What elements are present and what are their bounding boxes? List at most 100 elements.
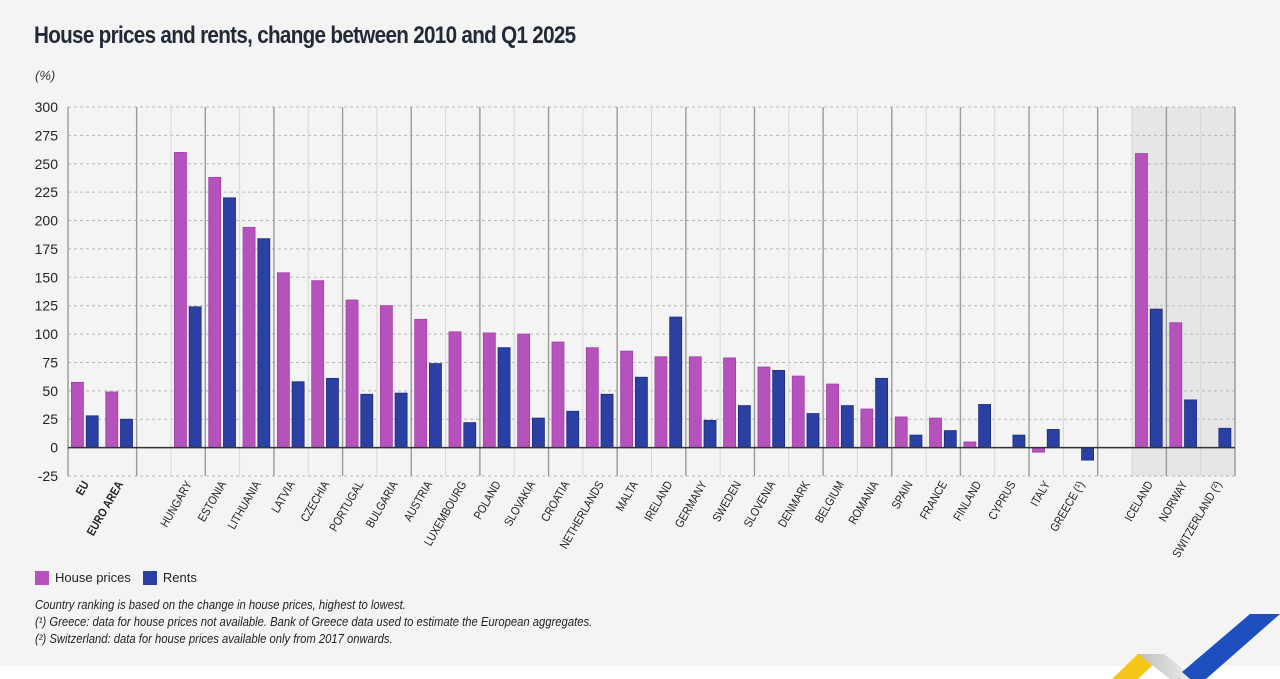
bar-rents [394,392,408,449]
x-tick-label: MALTA [614,479,642,514]
y-tick-label: 200 [35,213,59,229]
x-tick-label: PORTUGAL [328,479,367,534]
x-tick-label: LITHUANIA [226,479,264,532]
bar-rents [497,347,511,449]
shaded-region-layer [1132,107,1235,476]
bar-house-prices [860,408,874,449]
bar-house-prices [1135,153,1148,449]
footnote-ranking: Country ranking is based on the change i… [35,598,406,612]
bar-house-prices [551,341,565,449]
bar-rents [360,393,374,449]
x-tick-label: GREECE (¹) [1048,479,1087,534]
bar-house-prices [105,391,119,449]
x-tick-label: FRANCE [918,479,950,522]
x-tick-label: AUSTRIA [402,479,436,524]
y-tick-label: 25 [42,411,58,427]
bar-house-prices [517,333,531,449]
bar-rents [772,370,786,449]
x-tick-label: HUNGARY [158,479,195,530]
x-tick-label: ICELAND [1123,479,1156,524]
x-tick-label: SPAIN [890,479,916,511]
bar-rents [1218,427,1232,449]
x-tick-label: POLAND [472,479,504,522]
x-tick-label: FINLAND [951,479,984,523]
bar-house-prices [826,383,839,449]
bar-house-prices [963,441,977,449]
bar-rents [1184,399,1197,449]
bar-rents [1081,447,1094,461]
x-tick-label: BELGIUM [813,479,847,525]
x-tick-label: SLOVAKIA [502,479,538,529]
bar-rents [463,422,477,449]
bar-house-prices [379,305,393,449]
bar-house-prices [688,356,702,449]
y-axis-unit-label: (%) [35,68,56,83]
x-tick-label: GERMANY [673,479,710,531]
x-tick-label: SLOVENIA [742,479,779,530]
y-tick-label: -25 [38,468,58,484]
y-tick-label: 50 [42,383,58,399]
bar-house-prices [723,357,736,449]
bar-house-prices [757,366,771,449]
bar-house-prices [414,318,428,449]
y-tick-label: 100 [35,326,59,342]
legend-swatch-rents [142,570,157,585]
x-tick-label: BULGARIA [364,479,401,531]
x-tick-label: EU [74,479,92,498]
bar-rents [703,419,717,449]
x-tick-label: LATVIA [270,479,299,516]
bar-rents [429,363,442,449]
x-tick-label: CZECHIA [299,479,333,525]
bar-rents [85,415,99,449]
legend-swatch-house-prices [35,570,49,585]
bar-house-prices [791,375,805,449]
y-tick-label: 75 [42,354,58,370]
footnote-greece: (¹) Greece: data for house prices not av… [35,615,593,629]
bar-rents [223,197,236,449]
bar-rents [257,238,271,449]
bar-rents [978,404,992,449]
bar-rents [566,410,580,449]
bar-rents [1149,308,1163,449]
bar-house-prices [345,299,359,449]
y-tick-label: 125 [35,298,59,314]
x-tick-label: ROMANIA [847,479,882,527]
bar-rents [531,417,545,449]
x-tick-label: SWEDEN [711,479,745,524]
x-tick-label: CYPRUS [986,479,1018,522]
bar-house-prices [71,381,84,449]
bar-rents [1012,434,1026,449]
x-tick-label: ESTONIA [196,479,230,525]
bar-house-prices [929,417,942,449]
bar-rents [806,413,820,449]
bar-rents [120,418,133,449]
legend-item-rents: Rents [142,570,197,585]
bar-rents [188,306,202,449]
brand-logo-icon [1112,614,1280,679]
bar-house-prices [448,331,462,449]
y-tick-label: 150 [35,269,59,285]
bar-house-prices [585,347,599,449]
x-tick-label: IRELAND [642,479,675,524]
bar-rents [875,377,889,449]
bar-rents [1046,429,1060,449]
chart-title: House prices and rents, change between 2… [34,22,576,49]
bar-house-prices [620,350,634,449]
footnotes: Country ranking is based on the change i… [35,597,592,648]
bar-house-prices [208,176,222,449]
bar-rents [909,434,923,449]
bar-rents [737,405,751,449]
x-tick-label: CROATIA [539,479,573,524]
bottom-strip [0,666,1280,679]
y-tick-label: 175 [35,241,59,257]
category-separators-layer [67,107,1236,476]
x-tick-label: EURO AREA [85,479,127,538]
bar-house-prices [311,280,325,449]
y-tick-label: 225 [35,184,59,200]
y-tick-label: 250 [35,156,59,172]
shaded-region-non-eu [1132,107,1235,476]
bar-house-prices [174,152,187,449]
